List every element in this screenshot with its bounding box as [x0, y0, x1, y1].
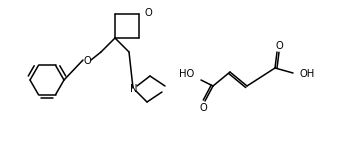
Text: OH: OH [300, 69, 315, 79]
Text: N: N [130, 84, 138, 94]
Text: O: O [144, 8, 152, 18]
Text: O: O [83, 56, 91, 66]
Text: HO: HO [179, 69, 194, 79]
Text: O: O [275, 41, 283, 51]
Text: O: O [199, 103, 207, 113]
